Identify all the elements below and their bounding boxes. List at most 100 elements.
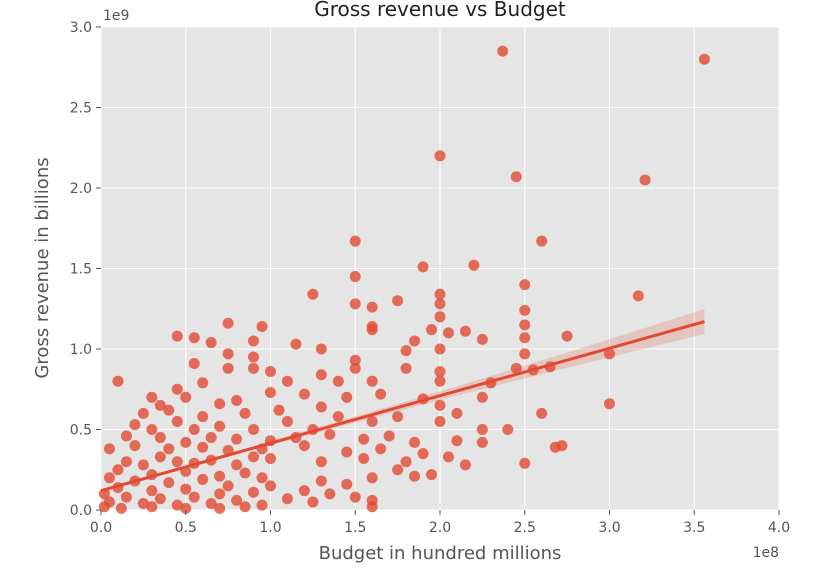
x-tick-label: 0.0: [90, 520, 112, 536]
data-point: [549, 441, 561, 453]
data-point: [205, 498, 217, 510]
data-point: [103, 472, 115, 484]
data-point: [417, 448, 429, 460]
data-point: [171, 456, 183, 468]
data-point: [171, 383, 183, 395]
data-point: [451, 407, 463, 419]
data-point: [476, 436, 488, 448]
data-point: [392, 464, 404, 476]
data-point: [324, 488, 336, 500]
data-point: [519, 457, 531, 469]
x-tick-label: 3.5: [683, 520, 705, 536]
data-point: [248, 424, 260, 435]
data-point: [349, 491, 361, 503]
data-point: [459, 459, 471, 471]
data-point: [315, 343, 327, 355]
data-point: [315, 456, 327, 468]
data-point: [409, 335, 421, 347]
data-point: [265, 480, 276, 492]
data-point: [163, 477, 175, 489]
x-tick-label: 1.0: [259, 520, 281, 536]
data-point: [476, 391, 488, 403]
data-point: [197, 473, 209, 485]
regression-line: [100, 320, 705, 493]
data-point: [510, 171, 522, 183]
data-point: [146, 424, 158, 435]
data-point: [366, 415, 378, 427]
data-point: [197, 441, 209, 453]
data-point: [519, 332, 531, 344]
data-point: [434, 311, 446, 323]
data-point: [120, 456, 132, 468]
data-point: [281, 375, 293, 387]
data-point: [205, 337, 217, 349]
data-point: [98, 501, 110, 513]
data-point: [154, 399, 166, 411]
y-axis-ticks: 0.0 0.5 1.0 1.5 2.0 2.5 3.0: [70, 20, 101, 519]
data-point: [248, 486, 260, 498]
regression-line-group: [100, 320, 705, 493]
data-point: [256, 499, 268, 511]
data-point: [536, 407, 548, 419]
data-point: [197, 411, 209, 423]
data-point: [392, 411, 404, 423]
data-point: [188, 332, 200, 344]
data-point: [451, 435, 463, 447]
data-point: [180, 502, 192, 514]
data-point: [604, 348, 615, 360]
y-tick-label: 3.0: [70, 20, 92, 36]
data-point: [358, 452, 370, 464]
data-point: [188, 357, 200, 369]
data-point: [632, 290, 644, 302]
data-point: [171, 499, 183, 511]
data-point: [256, 472, 268, 484]
data-point: [434, 150, 446, 162]
data-point: [341, 391, 353, 403]
y-tick-label: 2.5: [70, 101, 92, 117]
data-point: [231, 494, 243, 506]
y-tick-label: 0.0: [70, 503, 92, 519]
data-point: [281, 415, 293, 427]
data-point: [120, 491, 132, 503]
data-point: [248, 335, 260, 347]
data-point: [239, 407, 251, 419]
data-point: [409, 436, 421, 448]
data-point: [476, 424, 488, 435]
data-point: [273, 404, 285, 416]
data-point: [434, 366, 446, 378]
data-point: [434, 343, 446, 355]
data-point: [265, 452, 276, 464]
data-point: [561, 330, 573, 342]
data-point: [519, 348, 531, 360]
x-axis-ticks: 0.0 0.5 1.0 1.5 2.0 2.5 3.0 3.5 4.0: [90, 510, 790, 536]
data-point: [146, 485, 158, 497]
data-point: [214, 420, 226, 432]
data-point: [214, 488, 226, 500]
data-point: [154, 493, 166, 505]
data-point: [222, 317, 234, 329]
data-point: [426, 469, 438, 481]
data-point: [239, 501, 251, 513]
data-point: [375, 388, 387, 400]
data-point: [400, 456, 412, 468]
x-axis-offset-label: 1e8: [753, 545, 779, 561]
data-point: [214, 470, 226, 482]
data-point: [519, 319, 531, 331]
data-point: [349, 271, 361, 283]
data-point: [510, 362, 522, 374]
data-point: [349, 354, 361, 366]
data-point: [154, 432, 166, 444]
data-point: [120, 430, 132, 442]
data-point: [366, 472, 378, 484]
data-point: [639, 174, 651, 186]
data-point: [197, 377, 209, 389]
data-point: [604, 398, 615, 410]
data-point: [112, 375, 124, 387]
data-point: [248, 451, 260, 463]
data-point: [129, 440, 141, 452]
data-point: [502, 424, 514, 435]
x-tick-label: 2.0: [429, 520, 451, 536]
data-point: [115, 502, 127, 514]
data-point: [341, 478, 353, 490]
data-point: [366, 324, 378, 336]
